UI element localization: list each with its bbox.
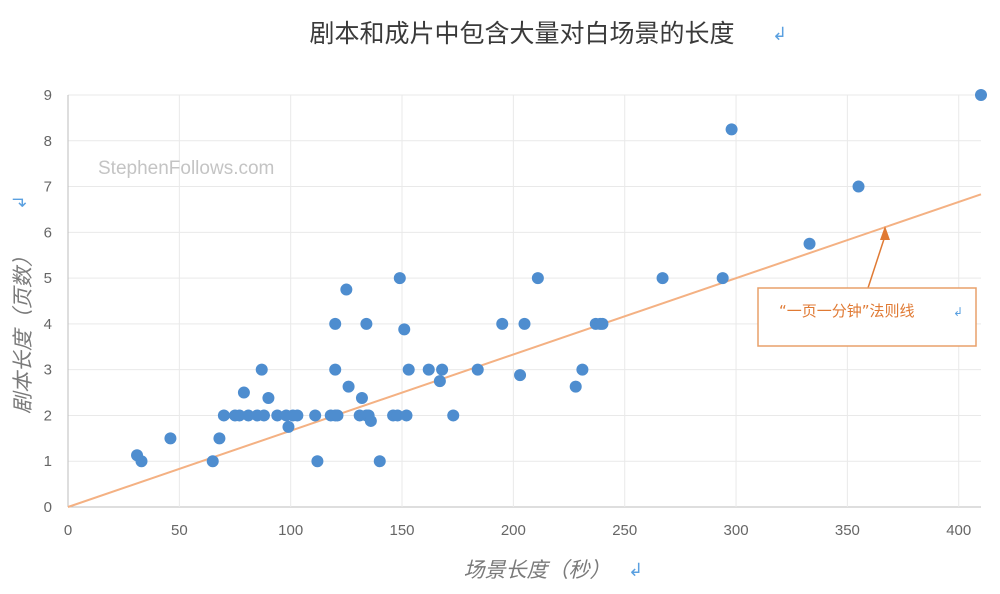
data-point (355, 392, 368, 405)
data-point (257, 409, 270, 422)
x-tick-label: 50 (171, 522, 188, 539)
x-tick-label: 400 (946, 522, 971, 539)
data-point (329, 317, 342, 330)
y-tick-label: 9 (44, 87, 52, 104)
y-tick-label: 1 (44, 453, 52, 470)
annotation-arrow-line (867, 235, 886, 289)
x-axis-ticks: 0 50 100 150 200 250 300 350 400 (64, 522, 971, 539)
data-point (402, 363, 415, 376)
y-axis-ticks: 0 1 2 3 4 5 6 7 8 9 (44, 87, 52, 516)
data-point (213, 432, 226, 445)
data-point (569, 380, 582, 393)
data-point (342, 380, 355, 393)
x-tick-label: 100 (278, 522, 303, 539)
annotation-label: “一页一分钟”法则线 (779, 302, 915, 320)
data-point (262, 392, 275, 405)
data-points (131, 89, 987, 468)
annotation-arrowhead (880, 226, 890, 240)
y-tick-label: 4 (44, 316, 52, 333)
y-tick-label: 3 (44, 362, 52, 379)
data-point (803, 237, 816, 250)
y-label-return-mark: ↲ (10, 195, 31, 210)
watermark: StephenFollows.com (98, 158, 274, 179)
data-point (291, 409, 304, 422)
y-tick-label: 5 (44, 270, 52, 287)
data-point (311, 455, 324, 468)
data-point (340, 283, 353, 296)
data-point (471, 363, 484, 376)
data-point (217, 409, 230, 422)
y-tick-label: 8 (44, 133, 52, 150)
y-tick-label: 6 (44, 224, 52, 241)
data-point (447, 409, 460, 422)
data-point (514, 369, 527, 382)
data-point (360, 317, 373, 330)
data-point (329, 363, 342, 376)
chart-title: 剧本和成片中包含大量对白场景的长度 (309, 19, 734, 48)
y-tick-label: 7 (44, 179, 52, 196)
data-point (436, 363, 449, 376)
data-point (206, 455, 219, 468)
data-point (400, 409, 413, 422)
data-point (309, 409, 322, 422)
data-point (237, 386, 250, 399)
data-point (422, 363, 435, 376)
data-point (135, 455, 148, 468)
y-axis-label: 剧本长度（页数） (11, 246, 35, 414)
data-point (164, 432, 177, 445)
data-point (331, 409, 344, 422)
data-point (716, 272, 729, 285)
data-point (398, 323, 411, 336)
data-point (852, 180, 865, 193)
data-point (364, 414, 377, 427)
data-point (391, 409, 404, 422)
data-point (975, 89, 987, 101)
data-point (255, 363, 268, 376)
x-axis-label: 场景长度（秒） (464, 558, 611, 582)
data-point (496, 317, 509, 330)
y-tick-label: 2 (44, 407, 52, 424)
data-point (656, 272, 669, 285)
data-point (518, 317, 531, 330)
data-point (393, 272, 406, 285)
data-point (271, 409, 284, 422)
x-tick-label: 250 (612, 522, 637, 539)
data-point (725, 123, 738, 136)
x-tick-label: 350 (835, 522, 860, 539)
data-point (373, 455, 386, 468)
x-tick-label: 300 (724, 522, 749, 539)
data-point (433, 375, 446, 388)
data-point (242, 409, 255, 422)
data-point (531, 272, 544, 285)
return-mark: ↲ (772, 24, 787, 45)
x-tick-label: 150 (390, 522, 415, 539)
y-tick-label: 0 (44, 499, 52, 516)
annotation-box (757, 287, 977, 347)
x-tick-label: 0 (64, 522, 72, 539)
annotation-return-mark: ↲ (953, 305, 963, 319)
x-label-return-mark: ↲ (628, 560, 643, 581)
data-point (596, 317, 609, 330)
data-point (282, 420, 295, 433)
x-tick-label: 200 (501, 522, 526, 539)
trend-line (67, 193, 982, 508)
data-point (576, 363, 589, 376)
data-point (233, 409, 246, 422)
